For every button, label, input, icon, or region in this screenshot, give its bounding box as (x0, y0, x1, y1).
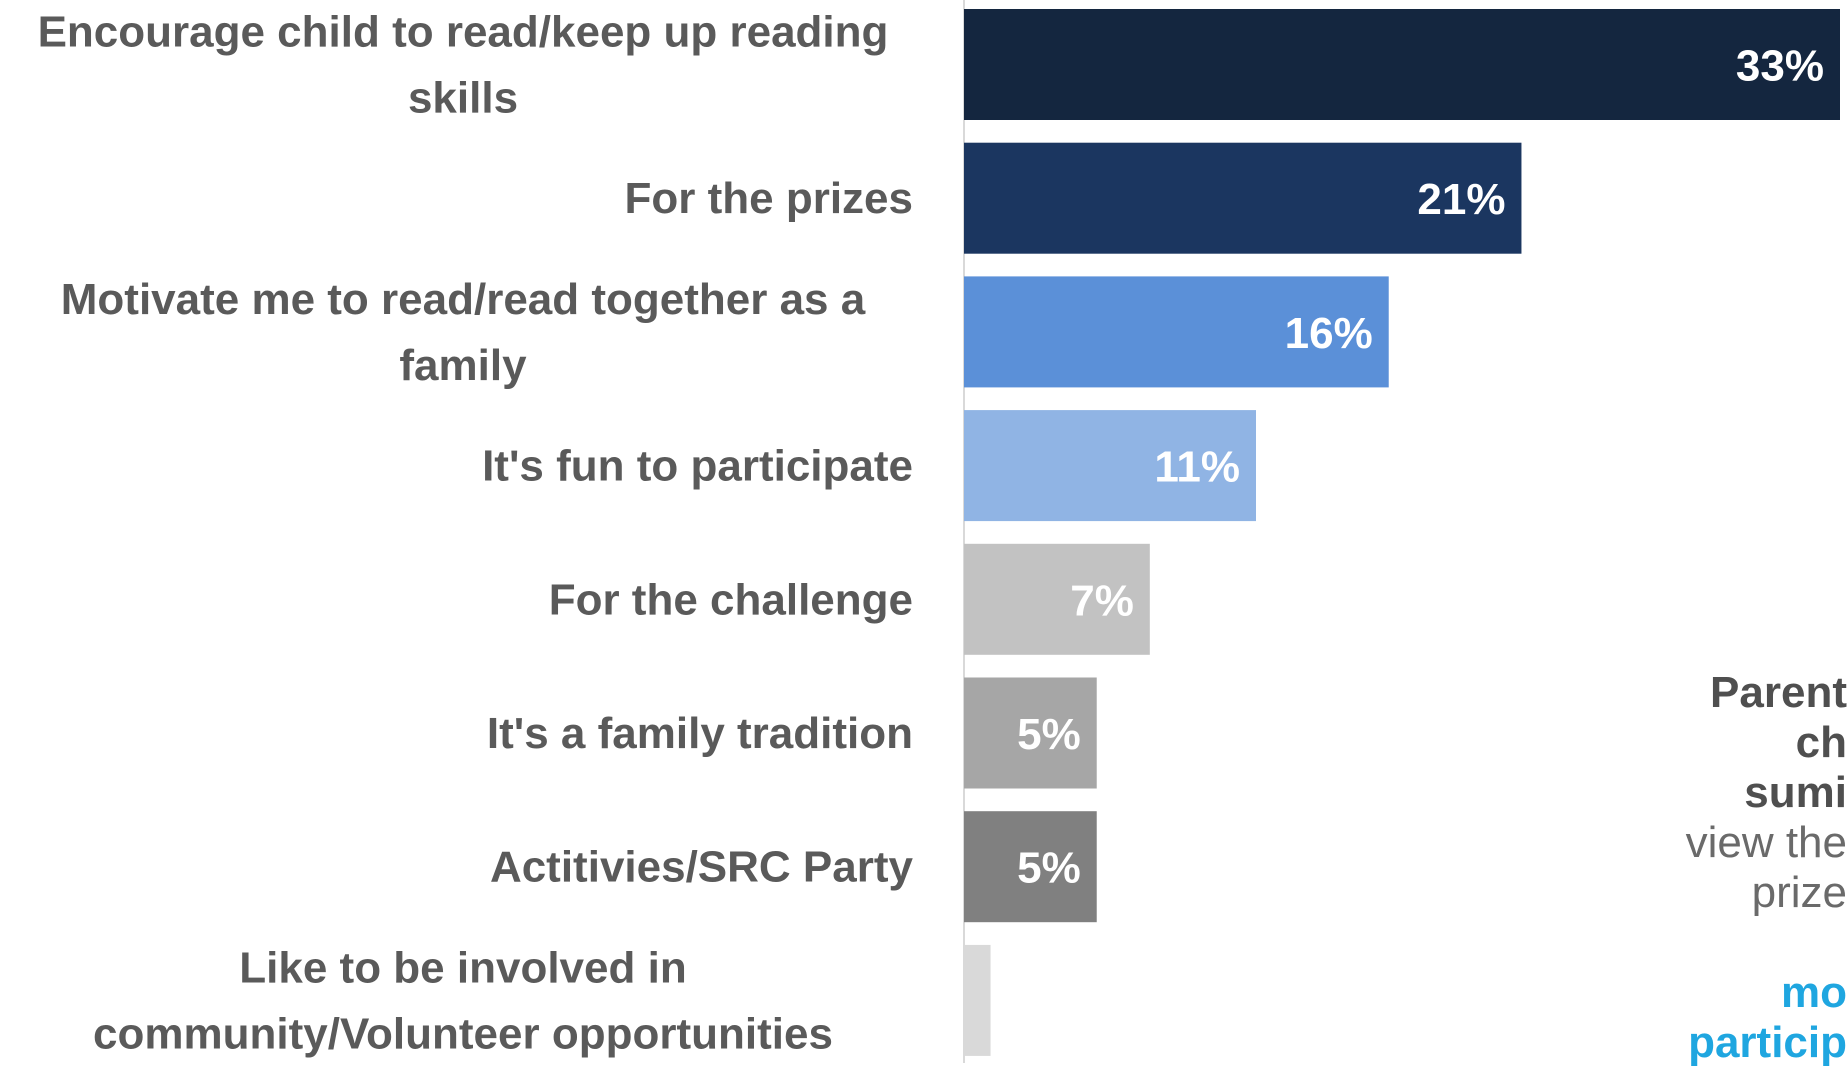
category-label-3-line-0: It's fun to participate (482, 442, 913, 491)
value-label-0: 33% (1736, 42, 1824, 91)
bar-7 (964, 944, 991, 1056)
bar-1 (964, 142, 1522, 254)
category-label-6: Actitivies/SRC Party (490, 843, 914, 892)
side-note-line-2: sumi (1744, 768, 1847, 817)
side-note-line-6: mo (1781, 968, 1847, 1017)
value-label-1: 21% (1417, 175, 1505, 224)
value-label-2: 16% (1285, 309, 1373, 358)
bar-4 (964, 543, 1150, 655)
category-label-7: Like to be involved in community/Voluntee… (93, 943, 833, 1058)
category-labels: Encourage child to read/keep up reading s… (38, 8, 914, 1059)
category-label-3: It's fun to participate (482, 442, 913, 491)
side-note-line-7: particip (1688, 1018, 1847, 1067)
side-note-line-3: view the (1685, 818, 1847, 867)
value-label-3: 11% (1154, 443, 1240, 492)
category-label-0-line-0: Encourage child to read/keep up reading (38, 8, 889, 57)
category-label-5-line-0: It's a family tradition (487, 709, 913, 758)
side-note: Parent ch sumi view the prize mo particip (1427, 668, 1847, 1068)
category-label-5: It's a family tradition (487, 709, 913, 758)
bar-6 (964, 811, 1097, 923)
bar-3 (964, 410, 1256, 522)
category-label-7-line-1: community/Volunteer opportunities (93, 1009, 833, 1058)
value-label-5: 5% (1017, 710, 1081, 759)
bar-2 (964, 276, 1389, 388)
category-label-0-line-1: skills (408, 74, 518, 123)
side-note-line-4: prize (1751, 868, 1847, 917)
category-label-1: For the prizes (625, 174, 914, 223)
side-note-line-5 (1427, 918, 1847, 968)
bar-5 (964, 677, 1097, 789)
category-label-0: Encourage child to read/keep up reading s… (38, 8, 889, 123)
side-note-line-1: ch (1795, 718, 1847, 767)
category-label-2: Motivate me to read/read together as a fa… (61, 275, 866, 390)
category-label-1-line-0: For the prizes (625, 174, 914, 223)
category-label-2-line-1: family (399, 341, 527, 390)
bar-0 (964, 9, 1840, 120)
value-label-4: 7% (1070, 576, 1134, 625)
bars (964, 9, 1840, 1056)
category-label-7-line-0: Like to be involved in (239, 943, 686, 992)
category-label-4-line-0: For the challenge (549, 575, 913, 624)
value-label-6: 5% (1017, 844, 1081, 893)
category-label-4: For the challenge (549, 575, 913, 624)
side-note-line-0: Parent (1710, 668, 1847, 717)
value-labels: 33% 21% 16% 11% 7% 5% 5% (1017, 42, 1824, 893)
category-label-2-line-0: Motivate me to read/read together as a (61, 275, 866, 324)
category-label-6-line-0: Actitivies/SRC Party (490, 843, 914, 892)
